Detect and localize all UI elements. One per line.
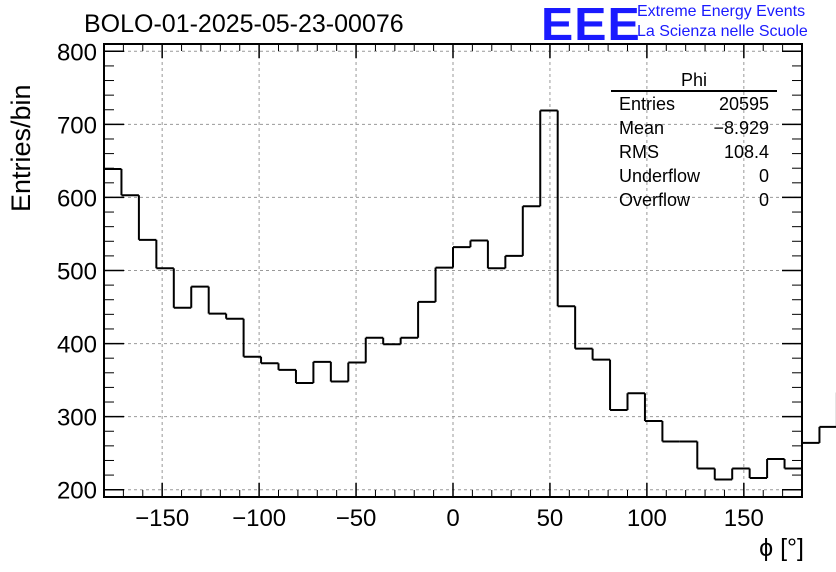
stats-row-overflow: Overflow 0 <box>611 188 777 212</box>
stats-box: Phi Entries 20595 Mean −8.929 RMS 108.4 … <box>611 70 777 212</box>
stats-label: Underflow <box>619 166 701 186</box>
logo-caption: Extreme Energy Events La Scienza nelle S… <box>637 2 808 42</box>
y-tick-label: 200 <box>57 478 97 505</box>
x-tick-label: 0 <box>446 505 459 532</box>
x-tick-label: −150 <box>135 505 189 532</box>
logo-line-1: Extreme Energy Events <box>637 3 806 20</box>
stats-row-rms: RMS 108.4 <box>611 140 777 164</box>
y-axis-label: Entries/bin <box>6 84 36 212</box>
stats-value: −8.929 <box>713 118 769 138</box>
x-tick-label: 100 <box>627 505 667 532</box>
y-tick-label: 600 <box>57 185 97 212</box>
stats-value: 108.4 <box>723 142 769 162</box>
stats-row-underflow: Underflow 0 <box>611 164 777 188</box>
x-tick-label: 150 <box>724 505 764 532</box>
y-tick-label: 700 <box>57 112 97 139</box>
stats-label: Overflow <box>619 190 691 210</box>
x-axis-label: ϕ [°] <box>759 534 804 562</box>
chart-title: BOLO-01-2025-05-23-00076 <box>84 10 404 38</box>
stats-row-entries: Entries 20595 <box>611 92 777 116</box>
x-tick-label: −100 <box>232 505 286 532</box>
x-tick-label: 50 <box>537 505 564 532</box>
stats-label: RMS <box>619 142 659 162</box>
x-tick-label: −50 <box>336 505 377 532</box>
stats-title: Phi <box>611 70 777 92</box>
stats-label: Mean <box>619 118 665 138</box>
stats-row-mean: Mean −8.929 <box>611 116 777 140</box>
y-tick-label: 300 <box>57 405 97 432</box>
stats-value: 0 <box>758 190 769 210</box>
y-tick-label: 800 <box>57 39 97 66</box>
logo-line-2: La Scienza nelle Scuole <box>637 23 808 40</box>
stats-value: 0 <box>758 166 769 186</box>
tick-labels: −150 −100 −50 0 50 100 150 200 300 400 500 600 700 80… <box>57 39 764 532</box>
y-tick-label: 500 <box>57 259 97 286</box>
stats-value: 20595 <box>718 94 769 114</box>
stats-label: Entries <box>619 94 676 114</box>
axis-ticks <box>103 44 803 497</box>
eee-logo: EEE <box>541 0 641 50</box>
y-tick-label: 400 <box>57 332 97 359</box>
